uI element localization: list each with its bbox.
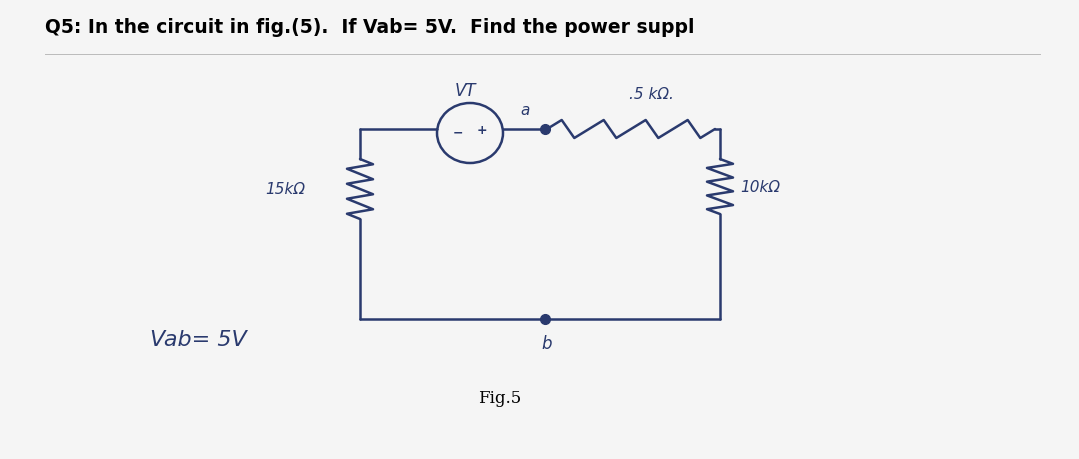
- Text: +: +: [477, 124, 488, 137]
- Text: a: a: [520, 103, 530, 118]
- Text: Q5: In the circuit in fig.(5).  If Vab= 5V.  Find the power suppl: Q5: In the circuit in fig.(5). If Vab= 5…: [45, 18, 695, 37]
- Text: b: b: [542, 334, 552, 352]
- Text: 15kΩ: 15kΩ: [265, 182, 305, 197]
- Text: 10kΩ: 10kΩ: [740, 179, 780, 195]
- Text: −: −: [453, 126, 463, 139]
- Text: Vab= 5V: Vab= 5V: [150, 329, 247, 349]
- Text: VT: VT: [454, 82, 476, 100]
- Text: Fig.5: Fig.5: [478, 389, 521, 406]
- Text: .5 kΩ.: .5 kΩ.: [629, 87, 673, 102]
